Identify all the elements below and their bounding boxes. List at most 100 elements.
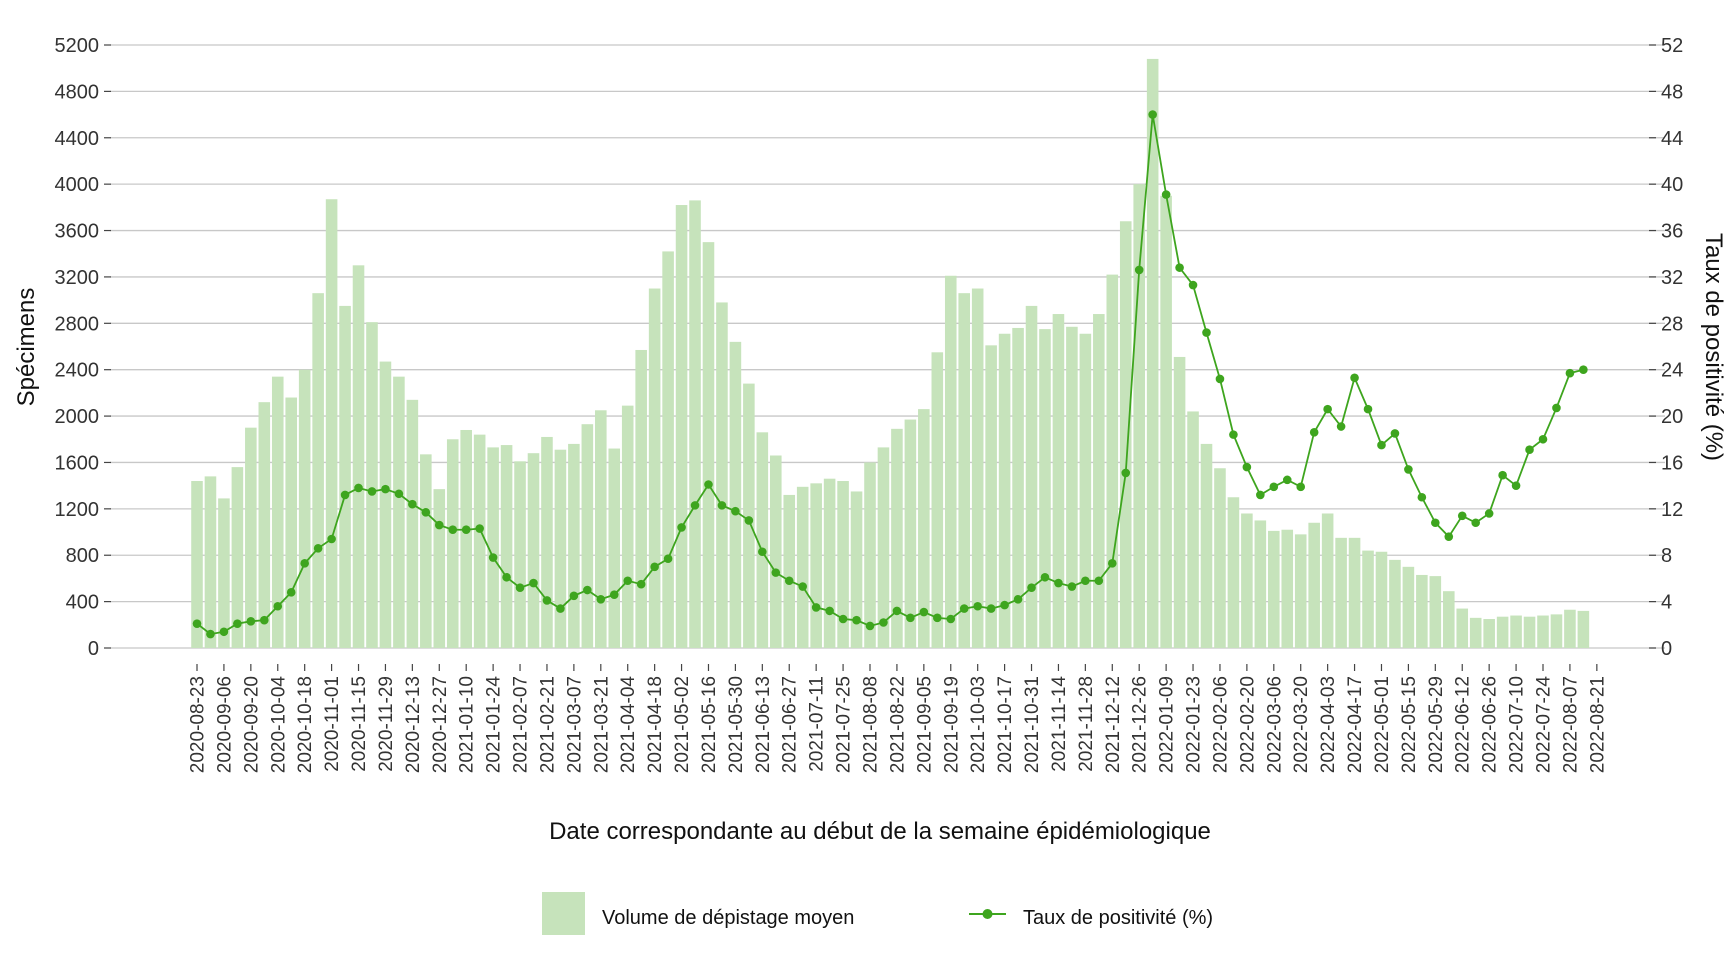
positivity-point: [1175, 263, 1184, 272]
positivity-point: [596, 594, 606, 604]
positivity-point: [529, 578, 538, 588]
x-tick-label: 2022-06-26: [1480, 676, 1501, 773]
x-tick-label: 2020-11-15: [349, 676, 370, 772]
positivity-point: [1121, 468, 1131, 478]
positivity-point: [1417, 492, 1427, 502]
bar: [245, 427, 257, 648]
bar: [1362, 550, 1374, 648]
bar: [635, 349, 647, 648]
y-tick-label: 1200: [55, 499, 100, 521]
positivity-point: [461, 525, 471, 535]
positivity-point: [1323, 404, 1332, 414]
positivity-point: [1538, 434, 1548, 444]
bar: [581, 424, 594, 648]
bar: [473, 434, 486, 648]
x-tick-label: 2022-06-12: [1453, 676, 1474, 773]
x-tick-label: 2020-09-20: [241, 676, 262, 773]
positivity-point: [1188, 280, 1198, 290]
bar: [1577, 610, 1590, 648]
positivity-point: [663, 554, 673, 564]
y-tick-label: 400: [66, 592, 99, 614]
positivity-point: [771, 568, 781, 577]
y-tick-label: 2000: [55, 406, 100, 428]
x-tick-label: 2022-08-07: [1560, 676, 1581, 773]
positivity-point: [784, 576, 794, 586]
x-tick-label: 2021-05-16: [699, 676, 720, 773]
positivity-point: [1013, 594, 1023, 604]
bar: [877, 447, 890, 648]
x-tick-label: 2020-09-06: [214, 676, 235, 773]
y-tick-label: 4800: [55, 81, 100, 103]
positivity-point: [206, 629, 215, 639]
bar: [1268, 530, 1280, 648]
x-tick-label: 2021-05-02: [672, 676, 693, 773]
positivity-line: [196, 114, 1584, 636]
bar: [944, 275, 957, 648]
positivity-point: [1457, 511, 1467, 521]
x-tick-label: 2021-11-28: [1076, 676, 1097, 772]
positivity-point: [515, 583, 525, 592]
bar: [850, 491, 863, 648]
bar: [446, 439, 459, 648]
positivity-point: [959, 604, 969, 613]
bar: [662, 251, 674, 648]
y-tick-label: 4000: [55, 174, 100, 196]
positivity-point: [825, 606, 834, 616]
positivity-point: [1040, 572, 1050, 582]
positivity-point: [1027, 583, 1036, 592]
bar: [716, 302, 728, 648]
bar: [554, 449, 567, 648]
positivity-point: [1296, 482, 1306, 492]
bar: [406, 399, 419, 648]
bar: [1133, 184, 1145, 648]
bar: [1375, 551, 1388, 648]
positivity-point: [906, 613, 915, 623]
positivity-point: [852, 615, 861, 625]
bar: [971, 288, 984, 648]
bar: [864, 462, 876, 648]
y2-tick-label: 52: [1661, 35, 1683, 57]
bar: [1456, 608, 1469, 648]
bar: [339, 305, 351, 648]
positivity-point: [1390, 429, 1400, 438]
bar-series: [191, 58, 1590, 648]
bar: [1241, 513, 1253, 648]
positivity-point: [919, 607, 929, 617]
positivity-point: [367, 487, 377, 496]
y2-tick-label: 4: [1661, 592, 1672, 614]
positivity-point: [811, 603, 821, 612]
x-tick-label: 2022-05-29: [1426, 676, 1447, 773]
bar: [998, 333, 1011, 648]
y2-tick-label: 20: [1661, 406, 1683, 428]
x-tick-label: 2021-09-05: [914, 676, 935, 773]
y2-tick-label: 44: [1661, 128, 1683, 150]
bar: [1200, 443, 1213, 648]
bar: [1146, 58, 1159, 648]
positivity-point: [717, 501, 727, 510]
bar: [1402, 566, 1415, 648]
x-tick-label: 2021-02-21: [537, 676, 558, 773]
bar: [366, 322, 378, 648]
x-tick-label: 2021-10-31: [1022, 676, 1043, 773]
bar: [648, 288, 661, 648]
x-tick-label: 2020-10-18: [295, 676, 316, 773]
x-tick-label: 2021-04-04: [618, 676, 639, 774]
positivity-point: [1081, 576, 1090, 586]
x-tick-label: 2022-03-06: [1264, 676, 1285, 773]
bar: [931, 352, 944, 648]
bar: [1510, 615, 1522, 648]
positivity-point: [623, 576, 633, 586]
positivity-point: [1309, 428, 1319, 437]
x-tick-label: 2020-12-13: [403, 676, 424, 773]
bar: [352, 265, 365, 648]
y-tick-label: 4400: [55, 128, 100, 150]
bar: [1496, 616, 1509, 648]
positivity-point: [408, 499, 417, 509]
positivity-point: [233, 619, 242, 628]
legend: Volume de dépistage moyen Taux de positi…: [542, 892, 1213, 935]
bar: [1442, 591, 1455, 648]
x-tick-label: 2022-02-20: [1237, 676, 1258, 773]
bar: [218, 498, 230, 648]
positivity-point: [1067, 582, 1077, 591]
positivity-point: [556, 604, 565, 613]
